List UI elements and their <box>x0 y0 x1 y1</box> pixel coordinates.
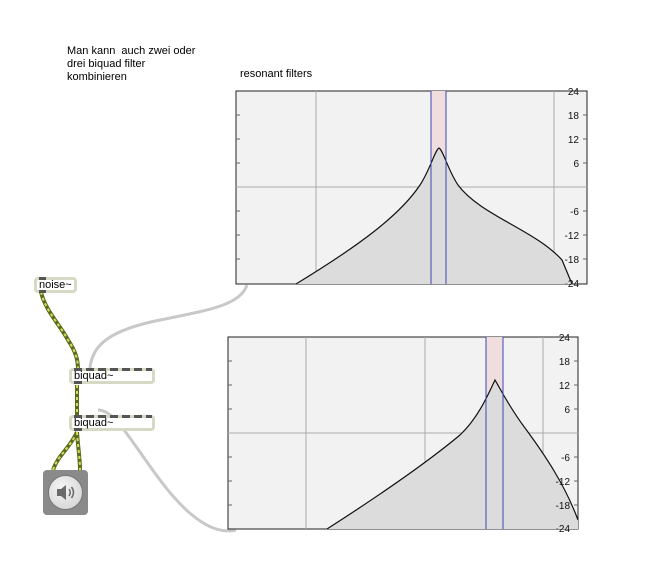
y-tick-label: 18 <box>559 357 571 368</box>
outlet[interactable] <box>74 428 82 431</box>
y-tick-label: -6 <box>561 453 570 464</box>
y-tick-label: -18 <box>565 255 580 266</box>
noise-object[interactable]: noise~ <box>34 277 77 293</box>
biquad-object-1[interactable]: biquad~ <box>69 368 155 384</box>
object-label: noise~ <box>39 279 72 291</box>
intro-comment: Man kann auch zwei oder drei biquad filt… <box>67 45 196 83</box>
signal-cord-biquad2-dac-right[interactable] <box>75 431 82 471</box>
inlet-dashed[interactable] <box>86 368 152 371</box>
inlet[interactable] <box>74 415 82 418</box>
y-tick-label: 18 <box>568 111 580 122</box>
ezdac-button[interactable] <box>43 470 88 515</box>
object-label: biquad~ <box>74 370 114 382</box>
y-tick-label: -12 <box>556 477 571 488</box>
y-tick-label: -24 <box>556 524 571 535</box>
patch-cord-filtergraph-top[interactable] <box>88 284 249 369</box>
y-tick-label: -12 <box>565 231 580 242</box>
y-tick-label: 24 <box>568 87 580 98</box>
y-tick-label: 6 <box>573 159 579 170</box>
filter-response-curve <box>296 148 572 284</box>
y-tick-label: 6 <box>564 405 570 416</box>
object-label: biquad~ <box>74 417 114 429</box>
filtergraph-bottom[interactable]: 24 18 12 6 -6 -12 -18 -24 <box>227 333 579 535</box>
signal-cord-noise-biquad1[interactable] <box>39 291 80 371</box>
y-tick-label: 12 <box>559 381 571 392</box>
biquad-object-2[interactable]: biquad~ <box>69 415 155 431</box>
y-tick-label: -6 <box>570 207 579 218</box>
outlet[interactable] <box>74 381 82 384</box>
y-tick-label: -18 <box>556 501 571 512</box>
inlet[interactable] <box>74 368 82 371</box>
outlet[interactable] <box>39 290 46 293</box>
y-tick-label: -24 <box>565 279 580 290</box>
y-tick-label: 12 <box>568 135 580 146</box>
filtergraph-top[interactable]: 24 18 12 6 -6 -12 -18 -24 <box>235 87 588 290</box>
speaker-icon <box>57 485 75 500</box>
filter-response-curve <box>327 380 578 529</box>
resonant-comment: resonant filters <box>240 68 313 80</box>
signal-cord-biquad2-dac-left[interactable] <box>51 431 79 471</box>
y-tick-label: 24 <box>559 333 571 344</box>
inlet-dashed[interactable] <box>86 415 152 418</box>
ezdac-face <box>48 475 83 510</box>
inlet[interactable] <box>39 277 46 280</box>
